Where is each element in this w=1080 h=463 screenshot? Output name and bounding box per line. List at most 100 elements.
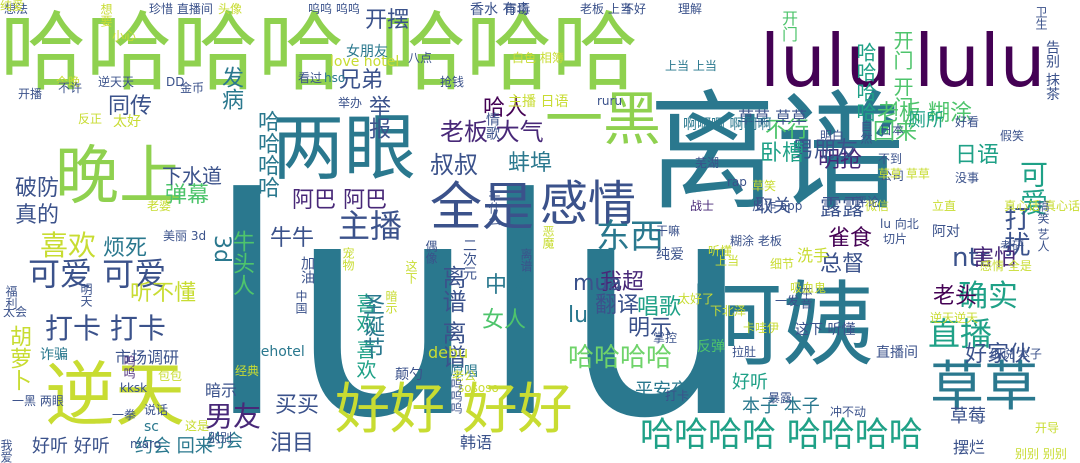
cloud-word: love hotel [330, 54, 400, 70]
cloud-word: 听懂 [708, 244, 733, 258]
cloud-word: 取关 [755, 196, 791, 217]
cloud-word: 唱歌 [637, 295, 682, 320]
cloud-word: 露露 [820, 196, 865, 221]
cloud-word: 搞笑 艺人 [1036, 200, 1050, 252]
cloud-word: 上当 [715, 254, 740, 268]
cloud-word: 偶像 [424, 240, 438, 264]
cloud-word: 逆天天 [98, 75, 135, 89]
cloud-word: 牛头人 [229, 230, 254, 296]
cloud-word: 老头 [933, 284, 978, 309]
cloud-word: 草草 草草 [738, 108, 808, 127]
cloud-word: 阿对 [932, 224, 960, 240]
cloud-word: 烦死 [103, 236, 148, 261]
cloud-word: 女朋友 [346, 44, 388, 60]
cloud-word: 暴露 [768, 391, 793, 405]
cloud-word: 逆天 [45, 354, 185, 436]
cloud-word: 回来 [873, 120, 918, 145]
cloud-word: 上当 上当 [665, 59, 717, 73]
cloud-word: 草草 [930, 355, 1038, 418]
cloud-word: 公司 [880, 169, 905, 183]
cloud-word: 不行 [765, 118, 810, 143]
cloud-word: 原唱 [450, 364, 478, 380]
cloud-word: 哈哈哈哈 [254, 110, 279, 198]
cloud-word: 不许 [58, 81, 83, 95]
cloud-word: 反正 [78, 112, 103, 126]
cloud-word: 阿姨 [690, 272, 875, 379]
cloud-word: 雀食 [828, 226, 873, 251]
cloud-word: 宠物 [341, 247, 355, 271]
cloud-word: 东西 [596, 217, 664, 257]
cloud-word: 小心 [112, 29, 137, 43]
cloud-word: 蚌埠 [508, 151, 553, 176]
cloud-word: 这下 听懂 [795, 322, 856, 338]
cloud-word: 弹幕 [165, 183, 210, 208]
cloud-word: 啊啊啊 啊啊啊 [683, 117, 772, 133]
cloud-word: 开门 [779, 10, 798, 42]
cloud-word: 干什么 [487, 190, 501, 226]
cloud-word: 哈哈哈哈 [568, 343, 673, 373]
cloud-word: lovehotel [240, 344, 305, 360]
cloud-word: 草莓 [950, 406, 986, 427]
cloud-word: 颠勺 [395, 367, 423, 383]
cloud-word: 老公 [452, 369, 477, 383]
cloud-word: 芜湖 [695, 156, 720, 170]
cloud-word: 草草 草草 [878, 167, 930, 181]
cloud-word: sc [144, 419, 159, 435]
cloud-word: 叔叔 [430, 151, 478, 179]
cloud-word: 草笑 [752, 179, 777, 193]
cloud-word: 切片 [883, 232, 908, 246]
cloud-word: ntr [952, 243, 990, 273]
cloud-word: 可爱 [1016, 160, 1049, 216]
cloud-word: 卡哇伊 [743, 321, 780, 335]
cloud-word: 好家伙 [965, 342, 1032, 367]
cloud-word: 别别 [208, 431, 233, 445]
cloud-word: 男朋友 [792, 138, 859, 163]
cloud-word: 假笑 [1000, 129, 1025, 143]
cloud-word: 约会 回来 [135, 436, 213, 457]
cloud-word: 掌控 [653, 331, 678, 345]
cloud-word: 哈哈哈 [380, 3, 638, 103]
cloud-word: 二次元 [461, 238, 477, 280]
cloud-word: 老板 大气 [440, 118, 544, 146]
cloud-word: 明天 [79, 283, 93, 307]
cloud-word: 纯爱 [0, 0, 25, 13]
cloud-word: 全是 [430, 178, 535, 238]
cloud-word: 理解 [678, 2, 703, 16]
cloud-word: 没事 [955, 171, 980, 185]
cloud-word: 打卡 [665, 389, 690, 403]
cloud-word: 看过 [298, 71, 323, 85]
cloud-word: 开播 [18, 87, 43, 101]
cloud-word: 想法 [4, 2, 29, 16]
cloud-word: 明抢 [818, 148, 863, 173]
cloud-word: 逆天逆天 [930, 311, 979, 325]
cloud-word: maro [130, 437, 162, 451]
cloud-word: 呜呜 呜呜 [308, 2, 360, 16]
cloud-word: 告别 抹茶 [1044, 40, 1060, 101]
cloud-word: 确实 [958, 279, 1018, 314]
cloud-word: 暗示 [384, 290, 398, 314]
cloud-word: 老婆 [147, 199, 172, 213]
cloud-word: 阿巴 阿巴 [292, 188, 387, 213]
cloud-word: 拉肚 [732, 345, 757, 359]
cloud-word: 今晚 [56, 75, 81, 89]
cloud-word: 糊涂 老板 [730, 234, 782, 248]
cloud-word: 经典 [235, 364, 260, 378]
cloud-word: 中国 [294, 290, 308, 314]
cloud-word: 离谱 [519, 248, 533, 272]
cloud-word: 吸血鬼 [790, 281, 827, 295]
cloud-word: 两眼 [272, 106, 417, 190]
cloud-word: 3d [209, 235, 234, 263]
cloud-word: 好好 好好 [335, 377, 573, 441]
cloud-word: 卧槽 [760, 141, 805, 166]
cloud-word: 直播间 [876, 345, 918, 361]
cloud-word: hso [324, 71, 346, 85]
cloud-word: 加油 [299, 256, 315, 284]
cloud-word: 本子 本子 [742, 396, 820, 417]
cloud-word: 翻译 [595, 293, 640, 318]
cloud-word: 约会 [207, 431, 243, 452]
cloud-word: 听不懂 [130, 281, 197, 306]
cloud-word: 一黑 [545, 85, 662, 153]
cloud-word: 香水 有毒 [470, 2, 531, 18]
cloud-word: 害怕 [972, 246, 1017, 271]
cloud-word: 平安夜 [635, 380, 689, 401]
